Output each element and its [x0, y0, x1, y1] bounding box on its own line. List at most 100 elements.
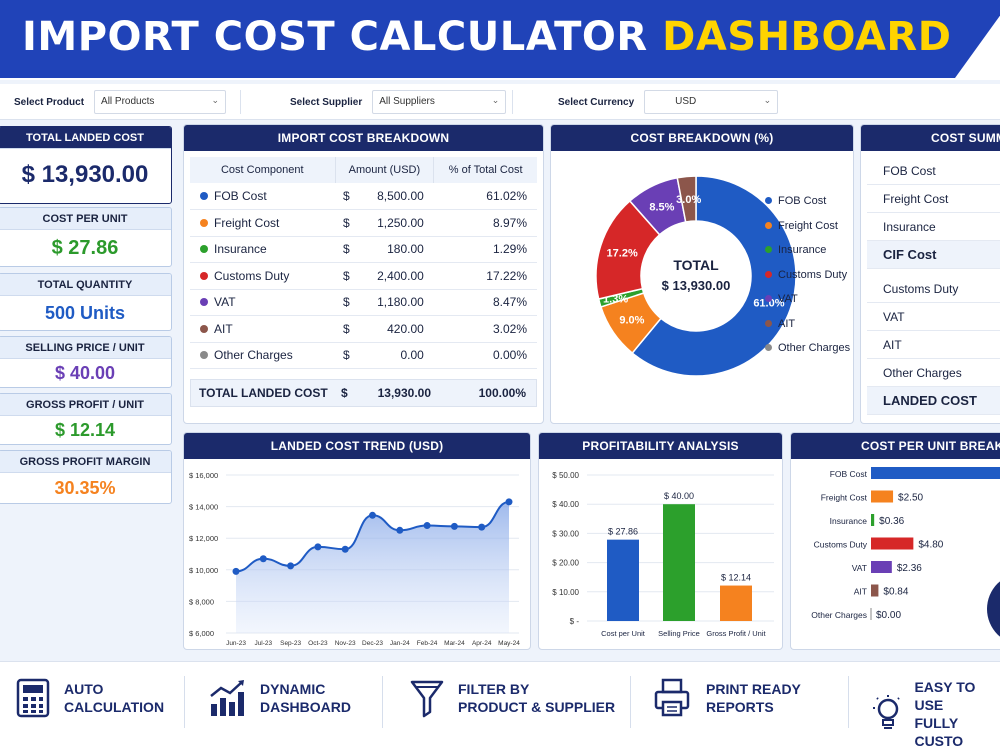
total-amount: 13,930.00 — [377, 386, 431, 400]
chevron-down-icon: ⌄ — [211, 95, 220, 105]
component-cell: Customs Duty — [190, 262, 335, 290]
chevron-down-icon: ⌄ — [491, 95, 500, 105]
filter-divider — [240, 90, 241, 114]
currency-cell: $ — [335, 209, 355, 237]
summary-row: Freight Cost — [867, 185, 1000, 213]
x-tick-label: Gross Profit / Unit — [706, 629, 766, 638]
table-row: FOB Cost $8,500.00 61.02% — [190, 183, 537, 210]
kpi-label: COST PER UNIT — [0, 208, 171, 230]
panel-title: PROFITABILITY ANALYSIS — [539, 433, 782, 459]
amount-cell: 1,180.00 — [355, 289, 434, 316]
y-tick-label: $ 40.00 — [552, 500, 579, 509]
printer-icon — [654, 678, 690, 717]
kpi-label: GROSS PROFIT / UNIT — [0, 394, 171, 416]
page-title: IMPORT COST CALCULATOR DASHBOARD — [22, 14, 951, 60]
filter-bar: Select Product All Products ⌄ Select Sup… — [0, 84, 1000, 120]
table-row: AIT $420.00 3.02% — [190, 315, 537, 343]
y-tick-label: Insurance — [830, 516, 868, 526]
supplier-select[interactable]: All Suppliers ⌄ — [372, 90, 507, 114]
table-row: Other Charges $0.00 0.00% — [190, 342, 537, 369]
amount-cell: 2,400.00 — [355, 262, 434, 290]
y-tick-label: Customs Duty — [814, 540, 868, 550]
cost-pct-panel: COST BREAKDOWN (%) 61.0% 9.0% 1.3% 17.2% 8.5… — [550, 124, 854, 424]
amount-cell: 0.00 — [355, 342, 434, 369]
feature-label: PRINT READY REPORTS — [706, 681, 801, 715]
trend-point — [259, 555, 267, 563]
kpi-label: SELLING PRICE / UNIT — [0, 337, 171, 359]
summary-list: FOB Cost Freight Cost Insurance CIF Cost Cus… — [861, 151, 1000, 415]
slice-label: 3.0% — [676, 194, 701, 206]
lightbulb-icon — [873, 695, 900, 729]
bar — [607, 539, 639, 621]
trend-point — [505, 498, 513, 506]
panel-title: COST BREAKDOWN (%) — [551, 125, 853, 151]
feature-auto-calc: AUTO CALCULATION — [16, 678, 164, 718]
currency-filter: Select Currency USD ⌄ — [558, 90, 779, 114]
currency-cell: $ — [335, 262, 355, 290]
table-row: Insurance $180.00 1.29% — [190, 236, 537, 263]
y-tick-label: $ 6,000 — [189, 629, 214, 638]
trend-point — [369, 511, 376, 519]
x-tick-label: Oct-23 — [308, 640, 328, 647]
component-cell: Freight Cost — [190, 209, 335, 237]
h-bar — [871, 514, 875, 526]
bar-value-label: $2.50 — [898, 493, 923, 504]
y-tick-label: Other Charges — [811, 610, 867, 620]
trend-panel: LANDED COST TREND (USD) $ 6,000 $ 8,000 $ … — [183, 432, 531, 650]
y-tick-label: $ 20.00 — [552, 559, 579, 568]
x-tick-label: Cost per Unit — [601, 629, 646, 638]
legend-swatch — [765, 295, 772, 302]
unit-cost-chart: FOB Cost Freight Cost $2.50 Insurance $0.36 C… — [811, 467, 1000, 637]
legend-label: Customs Duty — [778, 268, 848, 281]
breakdown-table: Cost Component Amount (USD) % of Total C… — [190, 157, 537, 369]
component-name: FOB Cost — [214, 189, 267, 203]
component-name: Other Charges — [214, 348, 293, 363]
panel-title: COST SUMM — [861, 125, 1000, 151]
feature-label: AUTO CALCULATION — [64, 681, 165, 715]
slice-label: 61.0% — [753, 297, 784, 309]
bar-value-label: $ 27.86 — [608, 527, 638, 537]
product-filter: Select Product All Products ⌄ — [14, 90, 227, 114]
x-tick-label: Nov-23 — [335, 640, 356, 647]
currency-filter-label: Select Currency — [558, 96, 635, 108]
h-bar — [871, 584, 879, 597]
bar-value-label: $2.36 — [897, 563, 922, 574]
y-tick-label: $ 8,000 — [189, 597, 214, 606]
h-bar — [871, 490, 894, 503]
y-tick-label: $ 16,000 — [189, 471, 218, 480]
supplier-filter-label: Select Supplier — [290, 96, 363, 108]
y-tick-label: $ - — [570, 617, 580, 626]
h-bar — [871, 537, 914, 550]
footer-divider — [184, 676, 185, 728]
footer-divider — [630, 676, 631, 728]
summary-row: LANDED COST — [867, 387, 1000, 415]
chevron-down-icon: ⌄ — [763, 95, 772, 105]
legend-item: FOB Cost — [765, 195, 826, 207]
pct-cell: 1.29% — [433, 236, 537, 263]
kpi-value: $ 12.14 — [54, 420, 116, 440]
product-select[interactable]: All Products ⌄ — [94, 90, 227, 114]
donut-center-label: TOTAL — [673, 257, 719, 273]
x-tick-label: Sep-23 — [280, 640, 301, 647]
kpi-selling-price: SELLING PRICE / UNIT $ 40.00 — [0, 336, 172, 388]
pct-cell: 8.97% — [433, 209, 537, 237]
amount-cell: 420.00 — [355, 315, 434, 343]
bar-value-label: $4.80 — [918, 540, 943, 551]
y-tick-label: $ 50.00 — [552, 471, 579, 480]
currency-cell: $ — [335, 315, 355, 343]
trend-point — [287, 562, 295, 570]
column-header: % of Total Cost — [433, 157, 537, 183]
bar — [720, 585, 752, 621]
breakdown-table-body: FOB Cost $8,500.00 61.02% Freight Cost $1,25… — [190, 183, 537, 369]
donut-slice — [676, 175, 697, 223]
x-tick-label: Apr-24 — [472, 640, 492, 647]
slice-label: 9.0% — [619, 315, 644, 327]
component-color-dot — [200, 218, 208, 227]
amount-cell: 1,250.00 — [355, 209, 434, 237]
h-bar — [871, 561, 892, 573]
currency-cell: $ — [335, 289, 355, 316]
feature-footer: AUTO CALCULATION DYNAMIC DASHBOARD FILTE… — [0, 661, 1000, 750]
pct-cell: 3.02% — [433, 315, 537, 343]
currency-select[interactable]: USD ⌄ — [644, 90, 779, 114]
unit-cost-panel: COST PER UNIT BREAKD FOB Cost Freight Cos… — [790, 432, 1000, 650]
